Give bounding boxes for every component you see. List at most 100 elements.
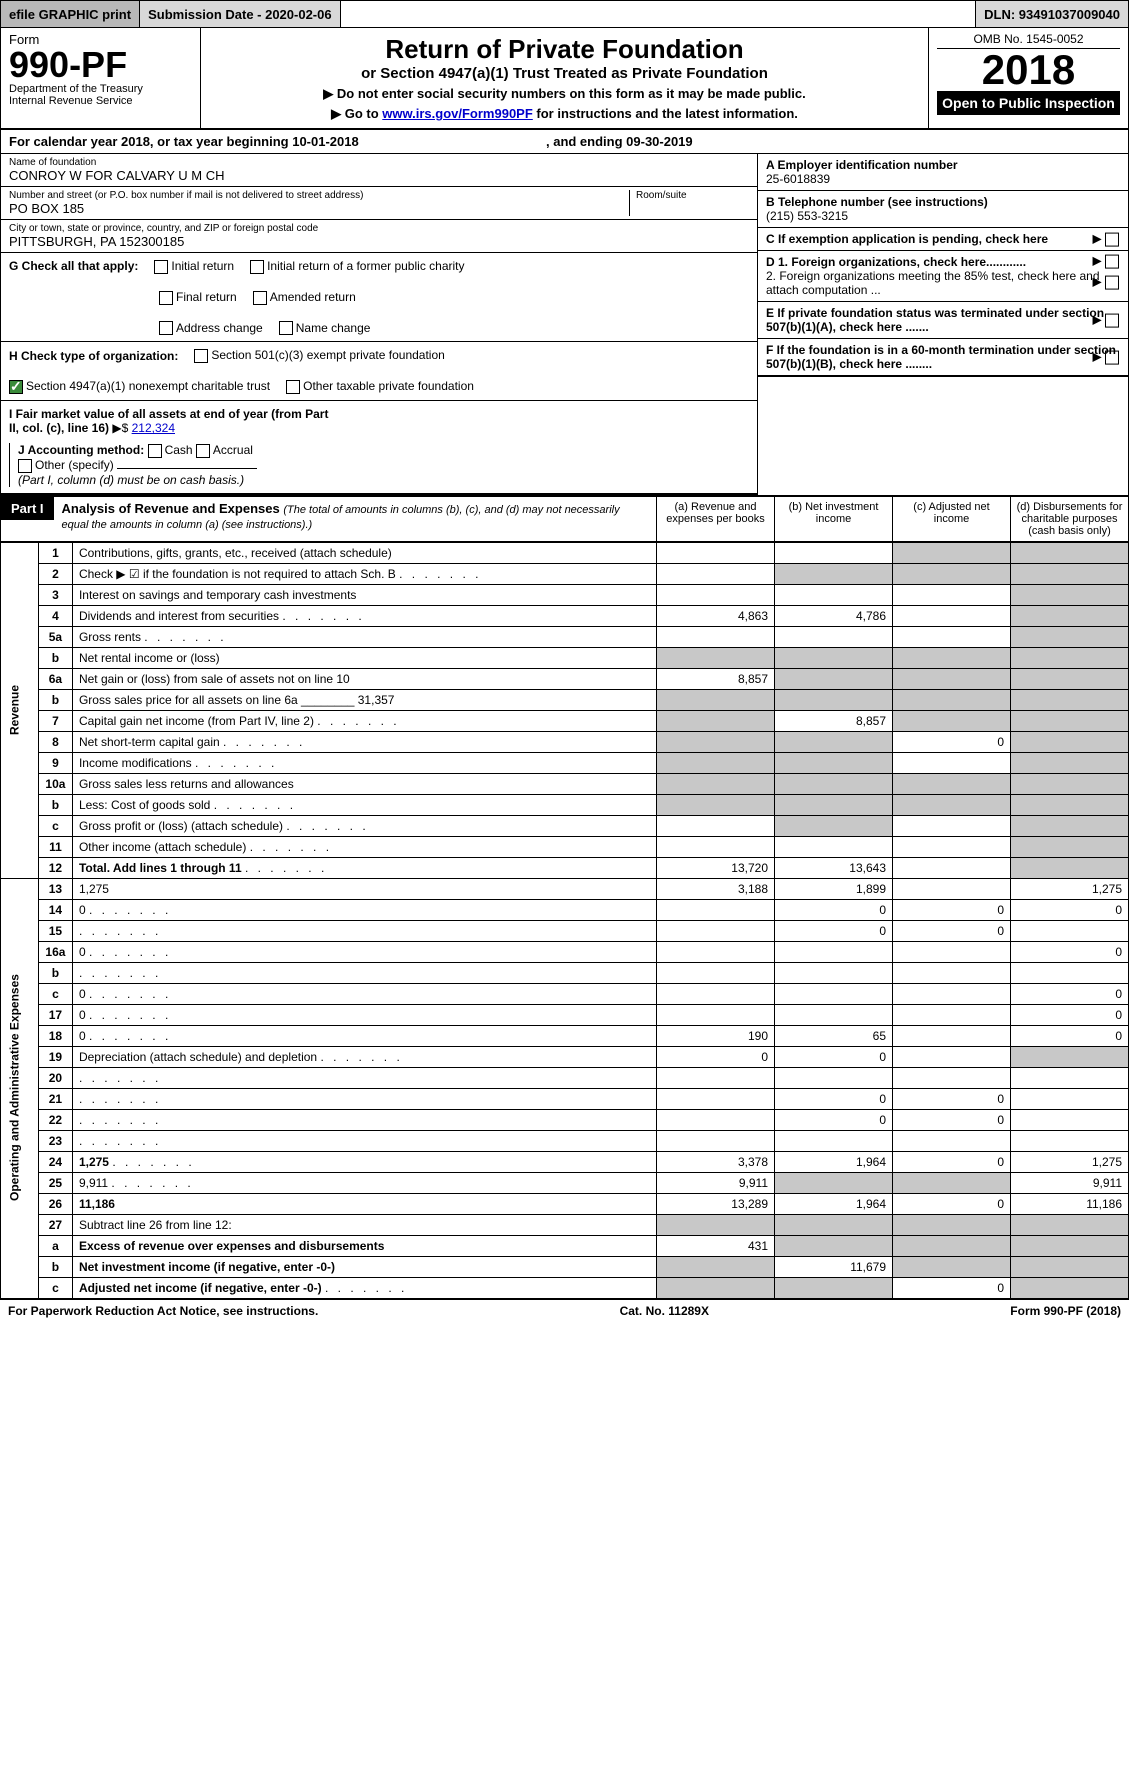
cell-d — [1011, 857, 1129, 878]
table-row: 16a0 . . . . . . .0 — [1, 941, 1129, 962]
chk-c[interactable] — [1105, 232, 1119, 246]
chk-f[interactable] — [1105, 350, 1119, 364]
room-label: Room/suite — [636, 190, 749, 201]
row-desc: Total. Add lines 1 through 11 . . . . . … — [72, 857, 656, 878]
cell-a — [657, 794, 775, 815]
table-row: 259,911 . . . . . . .9,9119,911 — [1, 1172, 1129, 1193]
cell-c: 0 — [893, 1193, 1011, 1214]
cell-d: 11,186 — [1011, 1193, 1129, 1214]
cell-c — [893, 542, 1011, 563]
table-row: 2Check ▶ ☑ if the foundation is not requ… — [1, 563, 1129, 584]
cell-c — [893, 1214, 1011, 1235]
chk-other-taxable[interactable] — [286, 380, 300, 394]
page-footer: For Paperwork Reduction Act Notice, see … — [0, 1299, 1129, 1322]
tel-value: (215) 553-3215 — [766, 209, 1120, 223]
cell-a — [657, 584, 775, 605]
form-number: 990-PF — [9, 47, 192, 83]
chk-4947a1[interactable] — [9, 380, 23, 394]
expenses-side-label: Operating and Administrative Expenses — [1, 878, 39, 1298]
opt-final-return: Final return — [176, 290, 237, 304]
opt-cash: Cash — [165, 443, 193, 457]
cell-a — [657, 626, 775, 647]
table-row: 7Capital gain net income (from Part IV, … — [1, 710, 1129, 731]
chk-amended[interactable] — [253, 291, 267, 305]
cell-a — [657, 731, 775, 752]
cell-b: 1,899 — [775, 878, 893, 899]
cell-d — [1011, 668, 1129, 689]
h-label: H Check type of organization: — [9, 349, 178, 363]
cell-d — [1011, 1277, 1129, 1298]
cell-a — [657, 689, 775, 710]
row-desc: Dividends and interest from securities .… — [72, 605, 656, 626]
chk-address-change[interactable] — [159, 321, 173, 335]
j-label: J Accounting method: — [18, 443, 144, 457]
cell-d — [1011, 773, 1129, 794]
col-a-head: (a) Revenue and expenses per books — [656, 497, 774, 541]
chk-name-change[interactable] — [279, 321, 293, 335]
cell-d — [1011, 1130, 1129, 1151]
cell-b — [775, 689, 893, 710]
cell-c — [893, 563, 1011, 584]
cell-d — [1011, 542, 1129, 563]
opt-accrual: Accrual — [213, 443, 253, 457]
cell-c — [893, 647, 1011, 668]
row-desc: 0 . . . . . . . — [72, 899, 656, 920]
row-number: 24 — [38, 1151, 72, 1172]
table-row: 9Income modifications . . . . . . . — [1, 752, 1129, 773]
addr-label: Number and street (or P.O. box number if… — [9, 190, 629, 201]
cell-d — [1011, 563, 1129, 584]
chk-accrual[interactable] — [196, 444, 210, 458]
cell-d — [1011, 815, 1129, 836]
cell-c: 0 — [893, 1088, 1011, 1109]
cell-d — [1011, 605, 1129, 626]
cell-c — [893, 773, 1011, 794]
cell-b — [775, 1067, 893, 1088]
chk-initial-former[interactable] — [250, 260, 264, 274]
cell-d: 1,275 — [1011, 1151, 1129, 1172]
chk-e[interactable] — [1105, 313, 1119, 327]
cell-b — [775, 836, 893, 857]
row-desc: Gross sales price for all assets on line… — [72, 689, 656, 710]
chk-d2[interactable] — [1105, 276, 1119, 290]
cell-a — [657, 962, 775, 983]
cell-d — [1011, 752, 1129, 773]
table-row: 2611,18613,2891,964011,186 — [1, 1193, 1129, 1214]
cell-b — [775, 1277, 893, 1298]
chk-initial-return[interactable] — [154, 260, 168, 274]
row-number: 17 — [38, 1004, 72, 1025]
row-desc: Contributions, gifts, grants, etc., rece… — [72, 542, 656, 563]
cell-b — [775, 1172, 893, 1193]
chk-other-method[interactable] — [18, 459, 32, 473]
row-number: 6a — [38, 668, 72, 689]
cell-b — [775, 584, 893, 605]
cell-b — [775, 647, 893, 668]
note2-pre: ▶ Go to — [331, 106, 382, 121]
form-subtitle: or Section 4947(a)(1) Trust Treated as P… — [209, 65, 920, 82]
row-number: 27 — [38, 1214, 72, 1235]
form-title: Return of Private Foundation — [209, 34, 920, 65]
cell-a — [657, 941, 775, 962]
cell-c: 0 — [893, 1277, 1011, 1298]
row-desc: Net rental income or (loss) — [72, 647, 656, 668]
city-value: PITTSBURGH, PA 152300185 — [9, 234, 749, 249]
row-number: 8 — [38, 731, 72, 752]
cell-c — [893, 1046, 1011, 1067]
chk-501c3[interactable] — [194, 349, 208, 363]
cell-d — [1011, 920, 1129, 941]
form990pf-link[interactable]: www.irs.gov/Form990PF — [382, 106, 533, 121]
table-row: 11Other income (attach schedule) . . . .… — [1, 836, 1129, 857]
chk-cash[interactable] — [148, 444, 162, 458]
footer-mid: Cat. No. 11289X — [620, 1304, 709, 1318]
cell-b: 0 — [775, 1046, 893, 1067]
cell-c — [893, 983, 1011, 1004]
chk-d1[interactable] — [1105, 254, 1119, 268]
chk-final-return[interactable] — [159, 291, 173, 305]
row-number: 16a — [38, 941, 72, 962]
cell-b — [775, 668, 893, 689]
table-row: Revenue1Contributions, gifts, grants, et… — [1, 542, 1129, 563]
cell-b: 0 — [775, 1109, 893, 1130]
cell-b — [775, 983, 893, 1004]
cell-d — [1011, 1109, 1129, 1130]
fmv-link[interactable]: 212,324 — [132, 421, 175, 435]
table-row: 21 . . . . . . .00 — [1, 1088, 1129, 1109]
